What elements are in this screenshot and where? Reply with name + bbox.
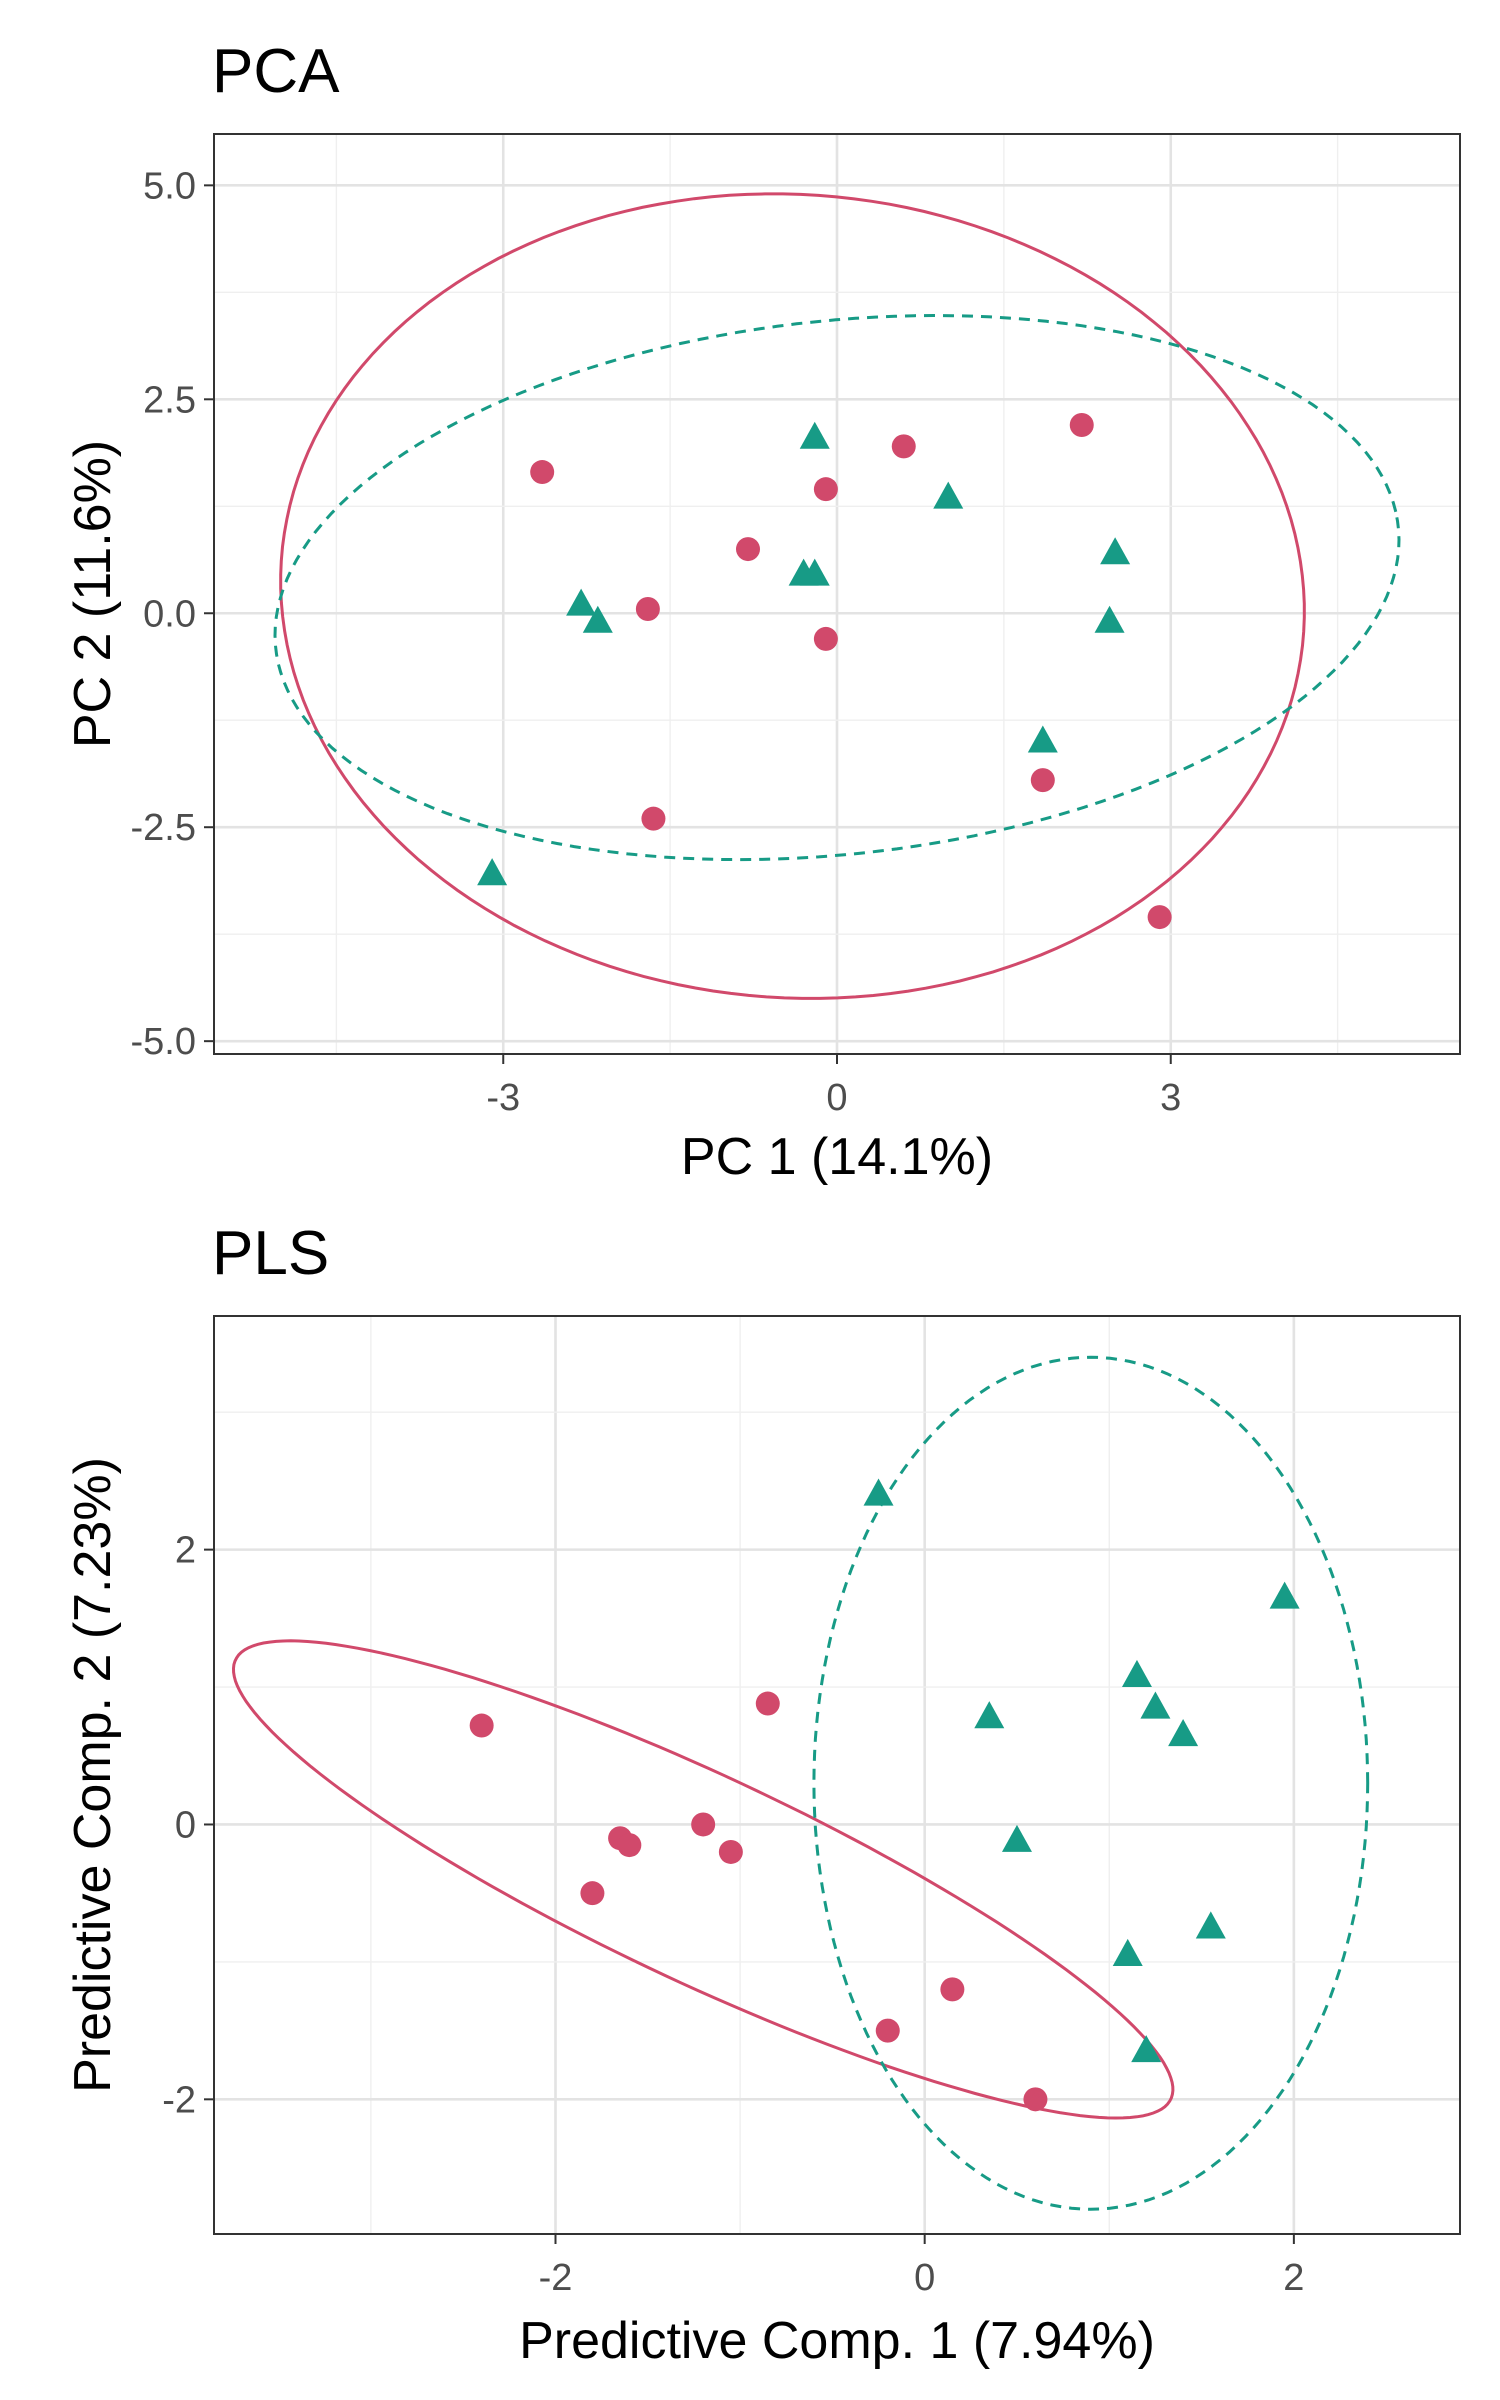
pca-point-circle: [1069, 412, 1094, 437]
pca-x-tick-label: 3: [1160, 1077, 1181, 1119]
pca-point-triangle: [582, 605, 613, 633]
pca-point-circle: [736, 537, 760, 562]
pca-point-circle: [641, 806, 666, 831]
pls-panel-border: [213, 1315, 1461, 2235]
pls-point-triangle: [1001, 1824, 1032, 1852]
pls-point-triangle: [1140, 1691, 1171, 1719]
pls-x-tick-label: -2: [539, 2257, 573, 2299]
pls-y-tick-label: -2: [162, 2079, 196, 2121]
pls-y-axis-title: Predictive Comp. 2 (7.23%): [64, 1457, 122, 2093]
pca-point-circle: [530, 460, 555, 485]
pls-ellipse-red: [231, 1639, 1175, 2120]
pca-point-triangle: [933, 481, 964, 509]
pls-plot-area: [231, 1355, 1370, 2211]
pca-x-tick-label: 0: [826, 1077, 847, 1119]
pca-point-circle: [813, 626, 838, 651]
pca-point-circle: [1147, 905, 1172, 930]
pca-x-tick-label: -3: [486, 1077, 520, 1119]
pls-point-triangle: [1168, 1719, 1199, 1747]
pca-x-axis-title: PC 1 (14.1%): [681, 1128, 993, 1186]
pls-y-tick-label: 2: [175, 1530, 196, 1572]
pca-point-triangle: [1027, 725, 1058, 753]
pca-y-axis-title: PC 2 (11.6%): [64, 440, 122, 748]
pls-point-circle: [580, 1881, 605, 1906]
pls-panel: -2 0 2 -2 0 2 PLS Predictive Comp. 1 (7.94%) Pre…: [64, 1219, 1461, 2370]
pca-y-tick-label: 5.0: [143, 165, 196, 207]
pls-point-circle: [469, 1713, 494, 1738]
pca-title: PCA: [212, 37, 340, 106]
pls-title: PLS: [212, 1219, 329, 1288]
pls-point-circle: [755, 1691, 780, 1716]
pls-point-circle: [875, 2018, 900, 2043]
pls-point-circle: [1023, 2087, 1048, 2112]
pls-ellipse-green: [812, 1355, 1370, 2211]
pca-point-circle: [891, 434, 916, 459]
pls-x-axis-title: Predictive Comp. 1 (7.94%): [519, 2312, 1155, 2370]
pca-point-circle: [635, 596, 660, 621]
pls-point-triangle: [974, 1701, 1005, 1729]
pca-point-triangle: [1094, 605, 1125, 633]
pca-point-circle: [813, 477, 838, 502]
pls-point-circle: [691, 1812, 716, 1837]
pca-grid: [214, 134, 1460, 1054]
pls-point-triangle: [1112, 1938, 1143, 1966]
pls-point-triangle: [1121, 1659, 1152, 1687]
pls-point-triangle: [1131, 2035, 1162, 2063]
pls-grid: [214, 1316, 1460, 2234]
pls-point-triangle: [1195, 1911, 1226, 1939]
pca-y-tick-label: -5.0: [131, 1021, 196, 1063]
pca-point-triangle: [566, 588, 597, 616]
pca-y-tick-label: -2.5: [131, 807, 196, 849]
pca-ellipse-green: [273, 313, 1401, 862]
pls-point-triangle: [863, 1478, 894, 1506]
pls-x-tick-label: 0: [914, 2257, 935, 2299]
pca-panel: -3 0 3 -5.0 -2.5 0.0 2.5 5.0 PCA PC 1 (14.1%) PC 2…: [64, 37, 1461, 1186]
pls-point-circle: [617, 1833, 642, 1858]
pls-point-circle: [718, 1839, 743, 1864]
pls-point-circle: [940, 1977, 965, 2002]
pca-point-triangle: [477, 858, 508, 886]
pca-point-circle: [1030, 768, 1055, 793]
pca-point-triangle: [799, 421, 830, 449]
pls-x-tick-label: 2: [1283, 2257, 1304, 2299]
pca-plot-area: [273, 192, 1401, 1000]
pls-y-tick-label: 0: [175, 1804, 196, 1846]
pca-point-triangle: [799, 558, 830, 586]
pca-point-triangle: [1100, 537, 1131, 565]
pca-ellipse-red: [279, 192, 1306, 1000]
pls-point-triangle: [1269, 1581, 1300, 1609]
pca-y-tick-label: 2.5: [143, 379, 196, 421]
pca-y-tick-label: 0.0: [143, 593, 196, 635]
